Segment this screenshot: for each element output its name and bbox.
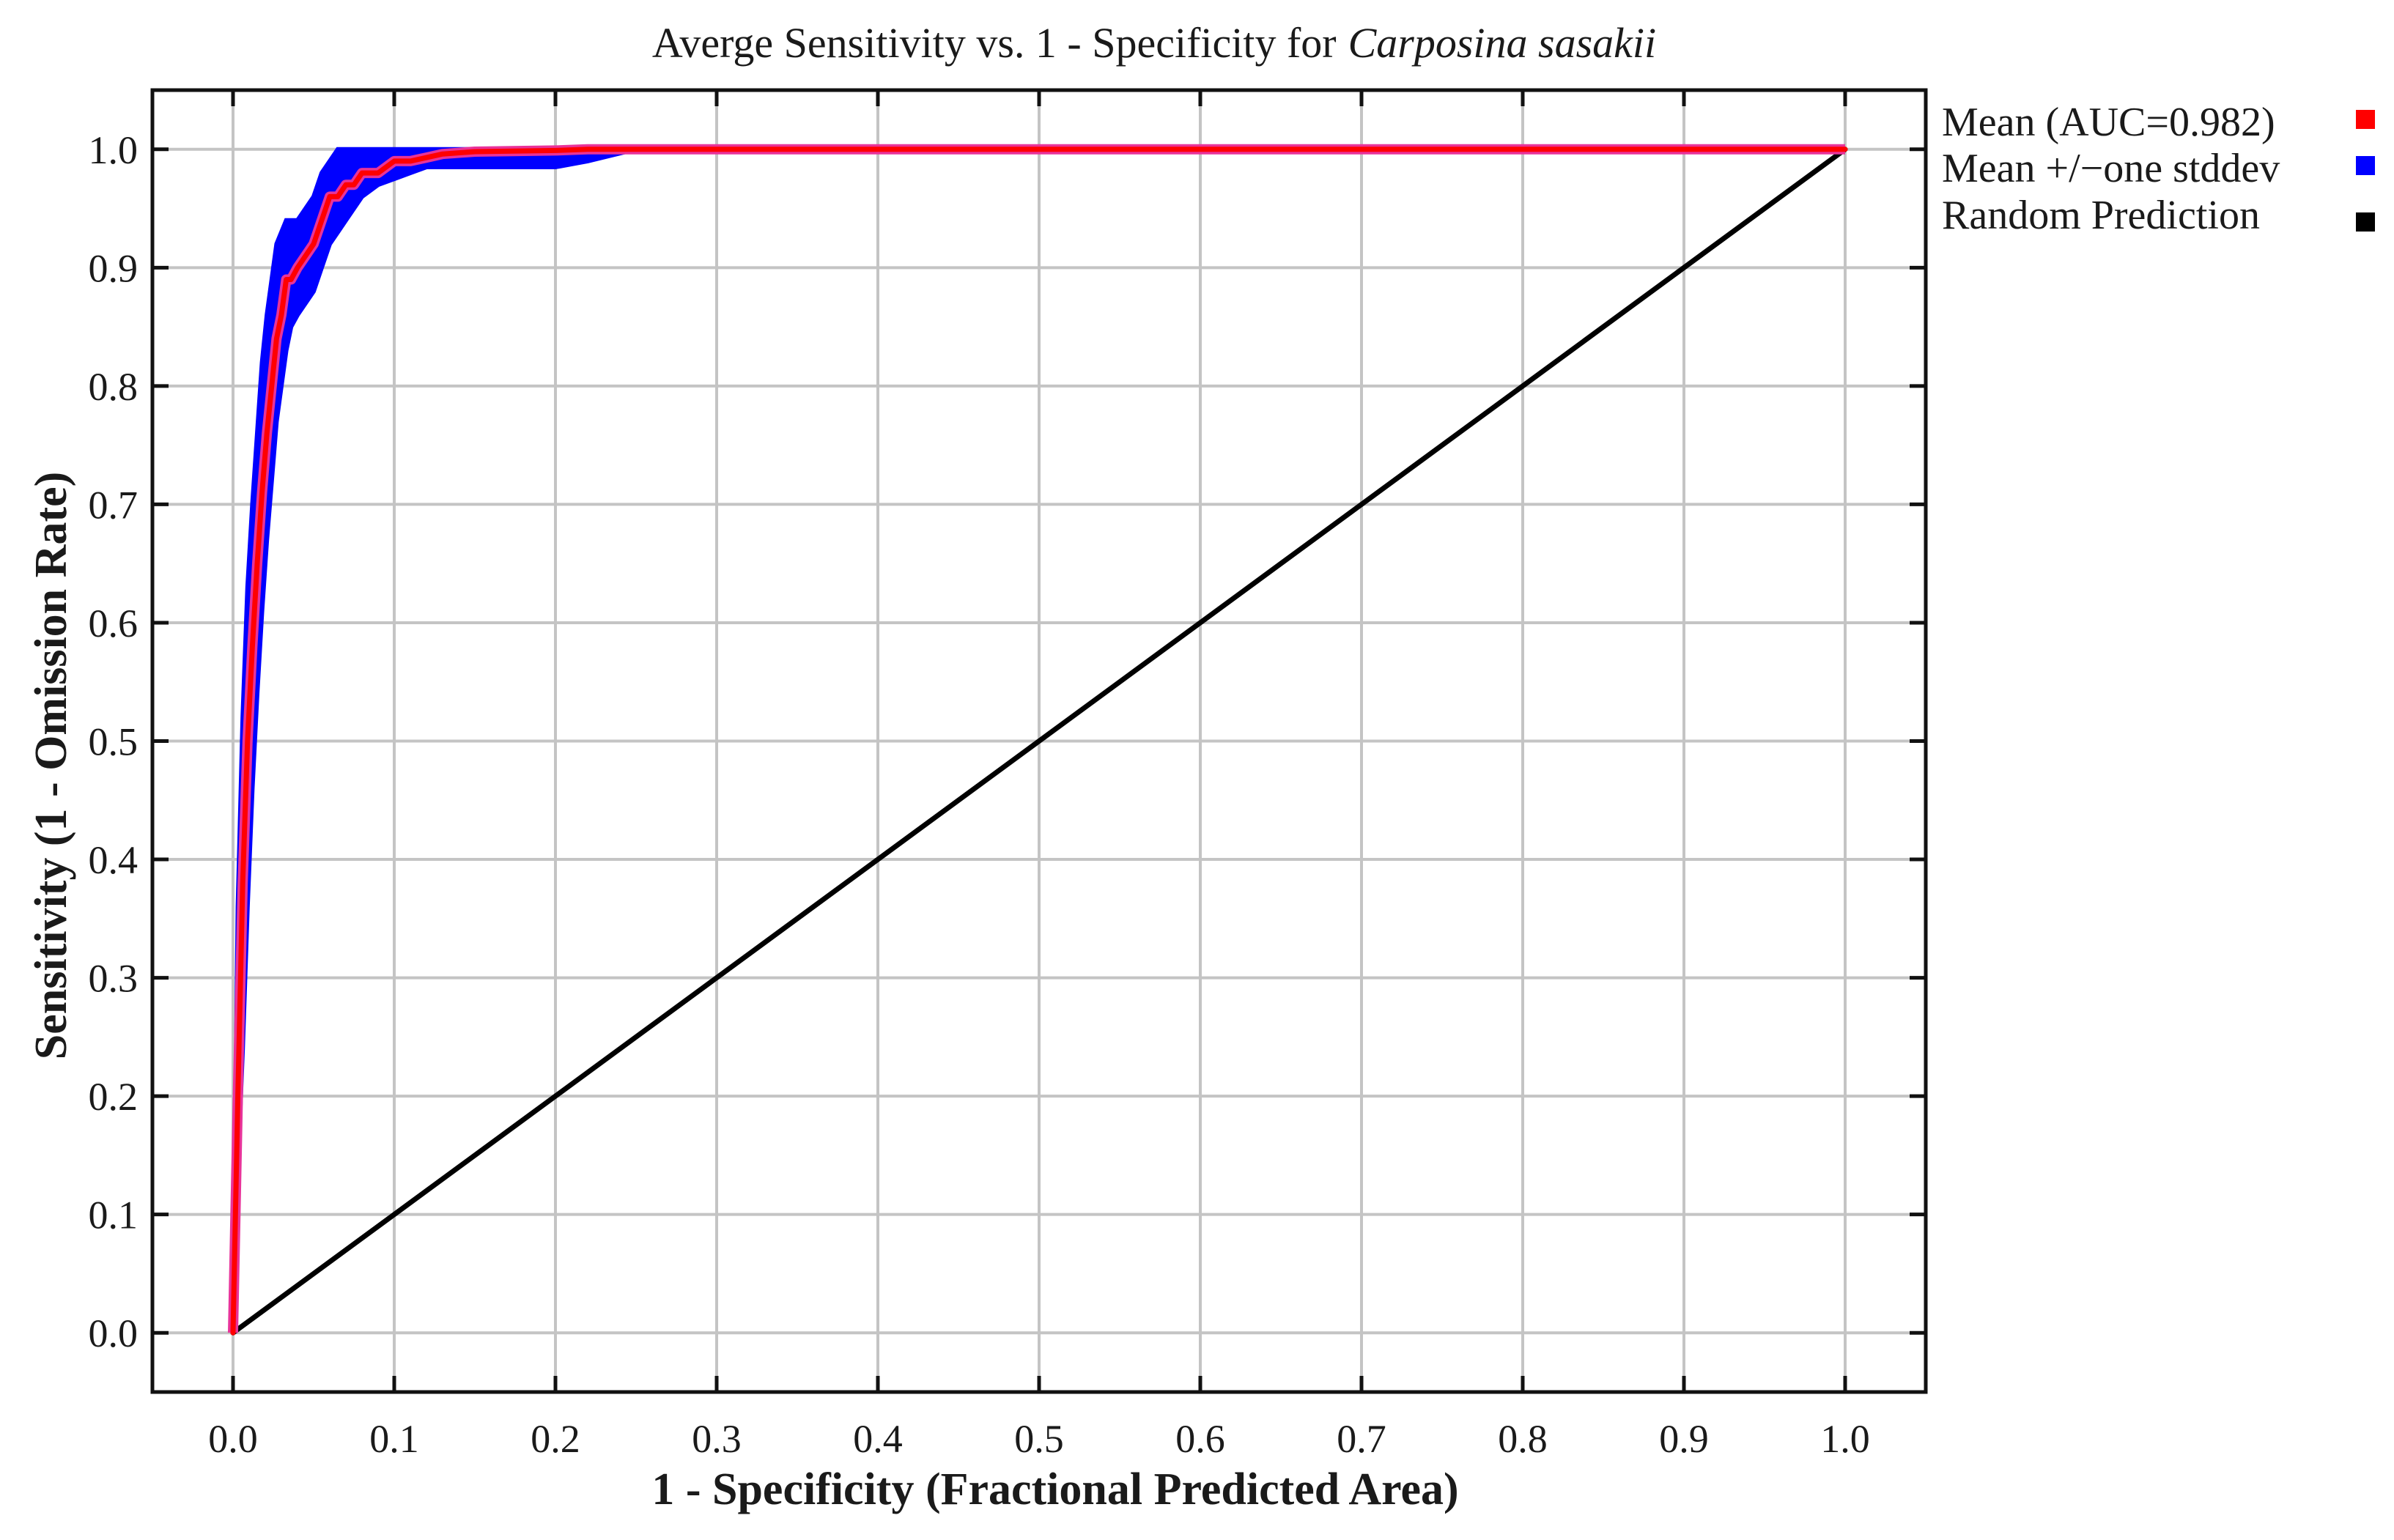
x-tick-label: 0.3 [692, 1417, 742, 1461]
y-tick-label: 0.7 [89, 483, 138, 527]
legend-label-random: Random Prediction [1942, 193, 2260, 238]
mean-line [230, 147, 1848, 1336]
y-tick-label: 0.0 [89, 1311, 138, 1355]
legend-swatch-mean [2356, 110, 2375, 129]
y-tick-label: 0.6 [89, 601, 138, 645]
y-tick-label: 0.2 [89, 1075, 138, 1119]
legend-swatch-random [2356, 212, 2375, 232]
x-tick-label: 0.4 [853, 1417, 903, 1461]
x-tick-label: 0.7 [1337, 1417, 1386, 1461]
x-tick-label: 0.0 [208, 1417, 258, 1461]
x-axis-label: 1 - Specificity (Fractional Predicted Ar… [651, 1465, 1458, 1514]
chart-title-main: Averge Sensitivity vs. 1 - Specificity f… [652, 19, 1337, 67]
legend-swatch-stddev [2356, 156, 2375, 175]
chart-title: Averge Sensitivity vs. 1 - Specificity f… [652, 19, 1656, 67]
axis-ticks: 0.0 0.1 0.2 0.3 0.4 0.5 0.6 0.7 0.8 0.9 1.0 0.0 0.1 0… [89, 90, 1926, 1461]
legend-label-mean: Mean (AUC=0.982) [1942, 100, 2275, 145]
y-tick-label: 0.8 [89, 365, 138, 409]
x-tick-label: 0.5 [1014, 1417, 1064, 1461]
y-tick-label: 0.3 [89, 957, 138, 1001]
y-tick-label: 0.4 [89, 838, 138, 882]
x-tick-label: 0.1 [369, 1417, 419, 1461]
x-tick-label: 0.8 [1498, 1417, 1548, 1461]
x-tick-label: 0.9 [1659, 1417, 1709, 1461]
chart-title-species: Carposina sasakii [1348, 19, 1657, 67]
y-axis-label: Sensitivity (1 - Omission Rate) [26, 472, 76, 1060]
y-tick-label: 0.9 [89, 246, 138, 290]
random-prediction-line [230, 147, 1848, 1336]
y-tick-label: 0.5 [89, 720, 138, 764]
stddev-band [231, 147, 1845, 1333]
legend: Mean (AUC=0.982) Mean +/−one stddev Rand… [1942, 100, 2375, 238]
x-tick-label: 0.2 [531, 1417, 580, 1461]
x-tick-label: 0.6 [1175, 1417, 1225, 1461]
legend-label-stddev: Mean +/−one stddev [1942, 146, 2280, 191]
stddev-band-layer [231, 147, 1845, 1333]
x-tick-label: 1.0 [1820, 1417, 1870, 1461]
y-tick-label: 1.0 [89, 128, 138, 172]
series-lines [228, 144, 1848, 1336]
y-tick-label: 0.1 [89, 1193, 138, 1237]
